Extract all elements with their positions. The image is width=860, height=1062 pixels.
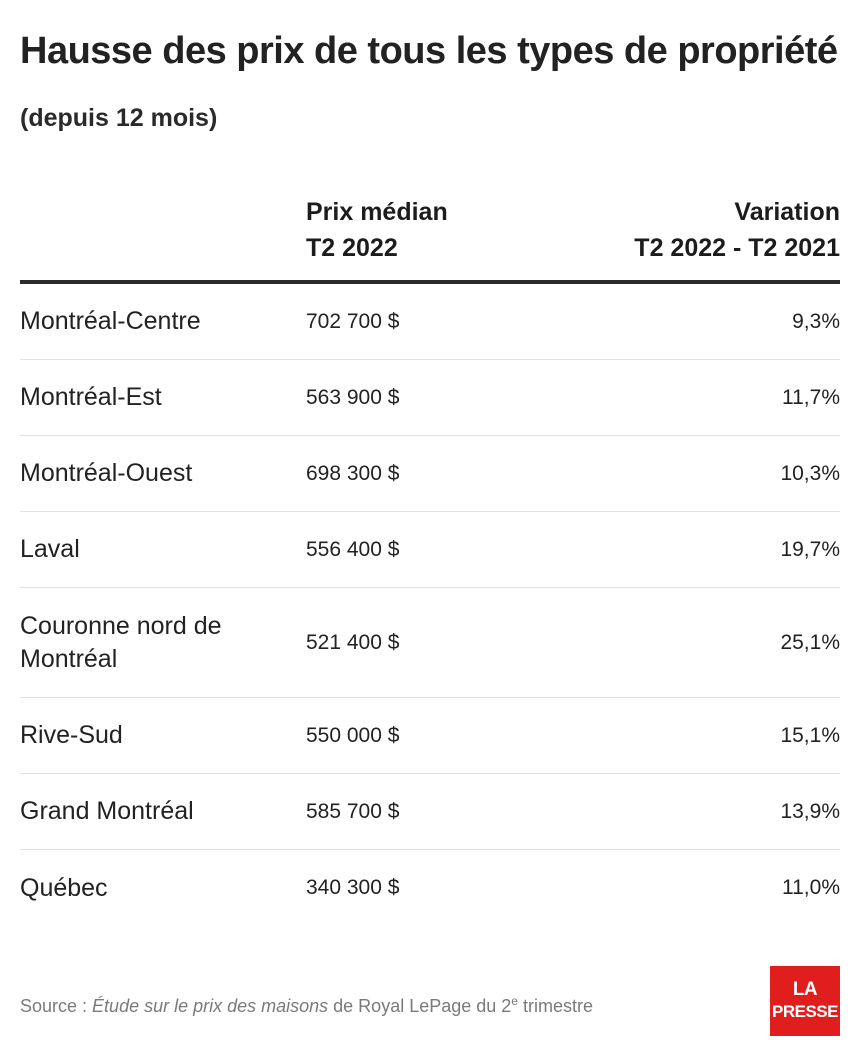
price-cell: 563 900 $ [306,385,400,409]
region-cell: Montréal-Ouest [20,459,193,487]
header-median-price-line1: Prix médian [306,198,448,226]
price-cell: 585 700 $ [306,799,400,823]
header-variation-line1: Variation [734,198,840,226]
table-row: Montréal-Centre 702 700 $ 9,3% [20,284,840,360]
source-suffix: trimestre [517,996,593,1016]
source-middle: de Royal LePage du 2 [328,996,512,1016]
table-row: Québec 340 300 $ 11,0% [20,850,840,926]
change-cell: 11,0% [782,876,840,899]
change-cell: 19,7% [780,537,840,561]
la-presse-logo: LA PRESSE [770,966,840,1036]
header-variation: Variation T2 2022 - T2 2021 [634,194,840,266]
header-median-price: Prix médian T2 2022 [306,194,448,266]
source-study-title: Étude sur le prix des maisons [92,996,329,1016]
region-cell: Montréal-Est [20,383,162,411]
price-cell: 550 000 $ [306,723,400,747]
table-row: Rive-Sud 550 000 $ 15,1% [20,698,840,774]
region-cell: Rive-Sud [20,721,123,749]
logo-line2: PRESSE [772,1002,838,1021]
price-cell: 521 400 $ [306,630,400,654]
region-cell: Montréal-Centre [20,307,201,335]
table-row: Montréal-Est 563 900 $ 11,7% [20,360,840,436]
chart-subtitle: (depuis 12 mois) [20,104,218,132]
change-cell: 10,3% [780,461,840,485]
logo-line1: LA [792,979,818,1000]
header-variation-line2: T2 2022 - T2 2021 [634,234,840,262]
source-ordinal: e [511,994,518,1008]
table-body: Montréal-Centre 702 700 $ 9,3% Montréal-… [20,284,840,926]
table-header: Prix médian T2 2022 Variation T2 2022 - … [20,194,840,284]
table-row: Grand Montréal 585 700 $ 13,9% [20,774,840,850]
change-cell: 9,3% [792,309,840,333]
table-row: Couronne nord de Montréal 521 400 $ 25,1… [20,588,840,698]
change-cell: 15,1% [780,723,840,747]
source-prefix: Source : [20,996,93,1016]
price-cell: 698 300 $ [306,461,400,485]
price-cell: 702 700 $ [306,309,400,333]
region-cell: Grand Montréal [20,797,194,825]
change-cell: 11,7% [782,385,840,409]
source-note: Source : Étude sur le prix des maisons d… [20,994,593,1017]
price-cell: 556 400 $ [306,537,400,561]
price-cell: 340 300 $ [306,876,400,899]
change-cell: 25,1% [780,630,840,654]
change-cell: 13,9% [780,799,840,823]
chart-title: Hausse des prix de tous les types de pro… [20,30,838,72]
header-median-price-line2: T2 2022 [306,234,398,262]
region-cell: Québec [20,873,108,902]
table-row: Montréal-Ouest 698 300 $ 10,3% [20,436,840,512]
table-row: Laval 556 400 $ 19,7% [20,512,840,588]
region-cell: Couronne nord de Montréal [20,611,222,673]
region-cell: Laval [20,535,80,563]
